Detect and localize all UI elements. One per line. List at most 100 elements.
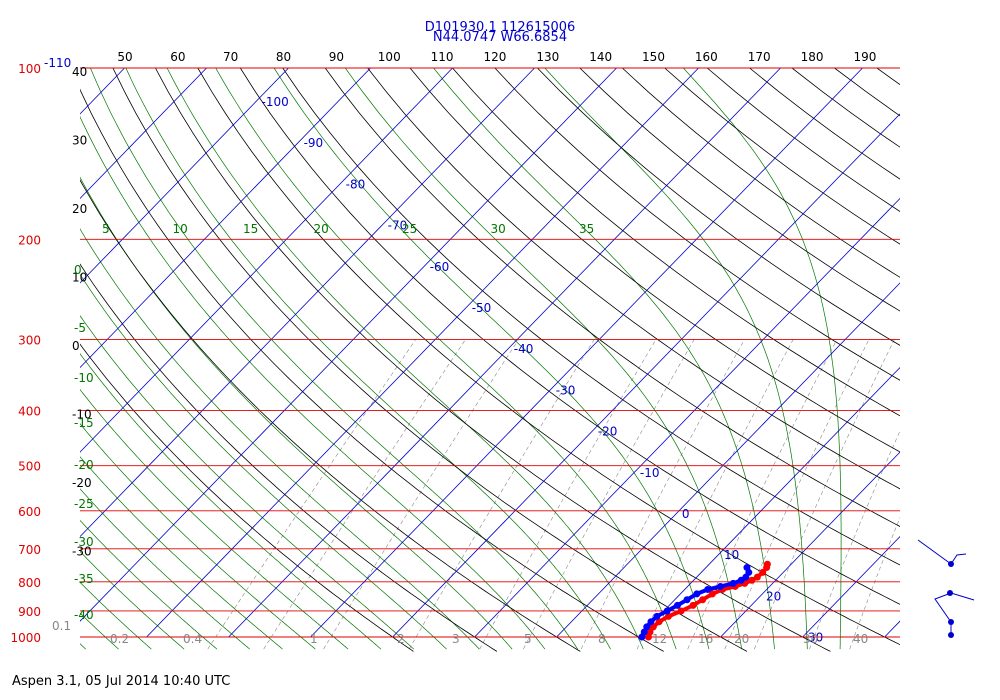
- isotherm-line: [80, 68, 207, 200]
- temperature-point: [649, 623, 657, 631]
- mixing-ratio-line: [263, 339, 466, 650]
- mixing-ratio-line: [687, 339, 838, 650]
- moist-adiabat-line: [80, 519, 218, 650]
- moist-adiabat-label: -15: [74, 416, 94, 430]
- moist-adiabat-line: [683, 68, 842, 650]
- dry-adiabat-label: -20: [72, 476, 92, 490]
- moist-adiabat-line: [80, 389, 349, 650]
- temperature-point: [748, 576, 756, 584]
- mixing-ratio-line: [849, 516, 900, 650]
- isotherm-label: -60: [430, 260, 450, 274]
- isotherm-label: -80: [346, 177, 366, 191]
- isotherm-line: [146, 68, 699, 638]
- theta-label: 190: [853, 50, 876, 64]
- moist-adiabat-line: [80, 353, 382, 650]
- theta-label: 60: [170, 50, 185, 64]
- moist-adiabat-label: -10: [74, 371, 94, 385]
- moist-adiabat-line: [345, 68, 743, 650]
- mixing-ratio-label: 8: [598, 632, 606, 646]
- isotherm-line: [556, 282, 900, 638]
- pressure-label: 1000: [10, 631, 41, 645]
- temperature-point: [677, 607, 685, 615]
- moist-adiabat-label: -25: [74, 497, 94, 511]
- moist-adiabat-label: 5: [102, 222, 110, 236]
- dry-adiabat-line: [282, 68, 900, 566]
- moist-adiabat-label: 10: [173, 222, 188, 236]
- isotherm-label: 10: [724, 548, 739, 562]
- mixing-ratio-line: [636, 339, 794, 650]
- dry-adiabat-line: [80, 88, 664, 652]
- theta-label: 70: [223, 50, 238, 64]
- moist-adiabat-label: 20: [314, 222, 329, 236]
- isotherm-label: -90: [304, 136, 324, 150]
- pressure-label: 300: [18, 333, 41, 347]
- temperature-point: [763, 560, 771, 568]
- moist-adiabat-label: -35: [74, 572, 94, 586]
- isotherm-line: [80, 68, 535, 538]
- theta-label: 160: [695, 50, 718, 64]
- moist-adiabat-label: 0: [74, 263, 82, 277]
- moist-adiabat-line: [544, 68, 808, 650]
- dewpoint-point: [729, 579, 737, 587]
- mixing-ratio-label: 0.4: [183, 632, 202, 646]
- dry-adiabat-line: [748, 68, 900, 180]
- dry-adiabat-label: 0: [72, 339, 80, 353]
- moist-adiabat-line: [90, 68, 578, 650]
- theta-label: 150: [642, 50, 665, 64]
- mixing-ratio-label: 3: [452, 632, 460, 646]
- wind-barb-point: [948, 619, 954, 625]
- station-coordinates: N44.0747 W66.6854: [432, 30, 568, 45]
- mixing-ratio-label: 1: [310, 632, 318, 646]
- dry-adiabat-label: 10: [72, 271, 87, 285]
- dry-adiabat-line: [536, 68, 900, 346]
- pressure-label: 600: [18, 505, 41, 519]
- theta-label: 80: [276, 50, 291, 64]
- wind-barb-point: [948, 632, 954, 638]
- temperature-point: [646, 628, 654, 636]
- moist-adiabat-label: 35: [579, 222, 594, 236]
- dry-adiabat-label: 30: [72, 134, 87, 148]
- dry-adiabat-line: [80, 179, 581, 652]
- moist-adiabat-line: [273, 68, 710, 650]
- moist-adiabat-line: [166, 68, 644, 650]
- moist-adiabat-line: [80, 550, 185, 650]
- dewpoint-point: [653, 612, 661, 620]
- theta-label: 140: [589, 50, 612, 64]
- theta-label: 110: [431, 50, 454, 64]
- temperature-point: [759, 568, 767, 576]
- wind-barb-point: [947, 590, 953, 596]
- mixing-ratio-label: 40: [853, 632, 868, 646]
- theta-label: 50: [117, 50, 132, 64]
- moist-adiabat-line: [80, 315, 414, 650]
- temperature-point: [655, 618, 663, 626]
- dry-adiabat-label: -30: [72, 545, 92, 559]
- dewpoint-point: [663, 607, 671, 615]
- mixing-ratio-line: [408, 339, 595, 650]
- isotherm-line: [720, 451, 900, 638]
- isotherm-line: [80, 68, 289, 284]
- moist-adiabat-label: 30: [491, 222, 506, 236]
- mixing-ratio-line: [323, 339, 519, 650]
- dry-adiabat-label: 20: [72, 202, 87, 216]
- moist-adiabat-line: [80, 423, 316, 650]
- dry-adiabat-label: -10: [72, 408, 92, 422]
- moist-adiabat-line: [80, 612, 119, 650]
- mixing-ratio-line: [809, 430, 900, 650]
- dry-adiabat-line: [451, 68, 900, 417]
- pressure-label: 800: [18, 576, 41, 590]
- isotherm-label: -30: [556, 383, 576, 397]
- dry-adiabat-line: [966, 42, 1000, 651]
- moist-adiabat-label: 25: [402, 222, 417, 236]
- isotherm-line: [474, 197, 900, 638]
- wind-barb: [934, 592, 952, 623]
- moist-adiabat-line: [80, 488, 250, 650]
- dewpoint-point: [643, 623, 651, 631]
- dry-adiabat-line: [876, 68, 900, 86]
- moist-adiabat-line: [215, 68, 677, 650]
- theta-label: 120: [483, 50, 506, 64]
- moist-adiabat-label: -40: [74, 608, 94, 622]
- pressure-label: 400: [18, 405, 41, 419]
- isotherm-label: 0: [682, 507, 690, 521]
- mixing-ratio-label: 2: [397, 632, 405, 646]
